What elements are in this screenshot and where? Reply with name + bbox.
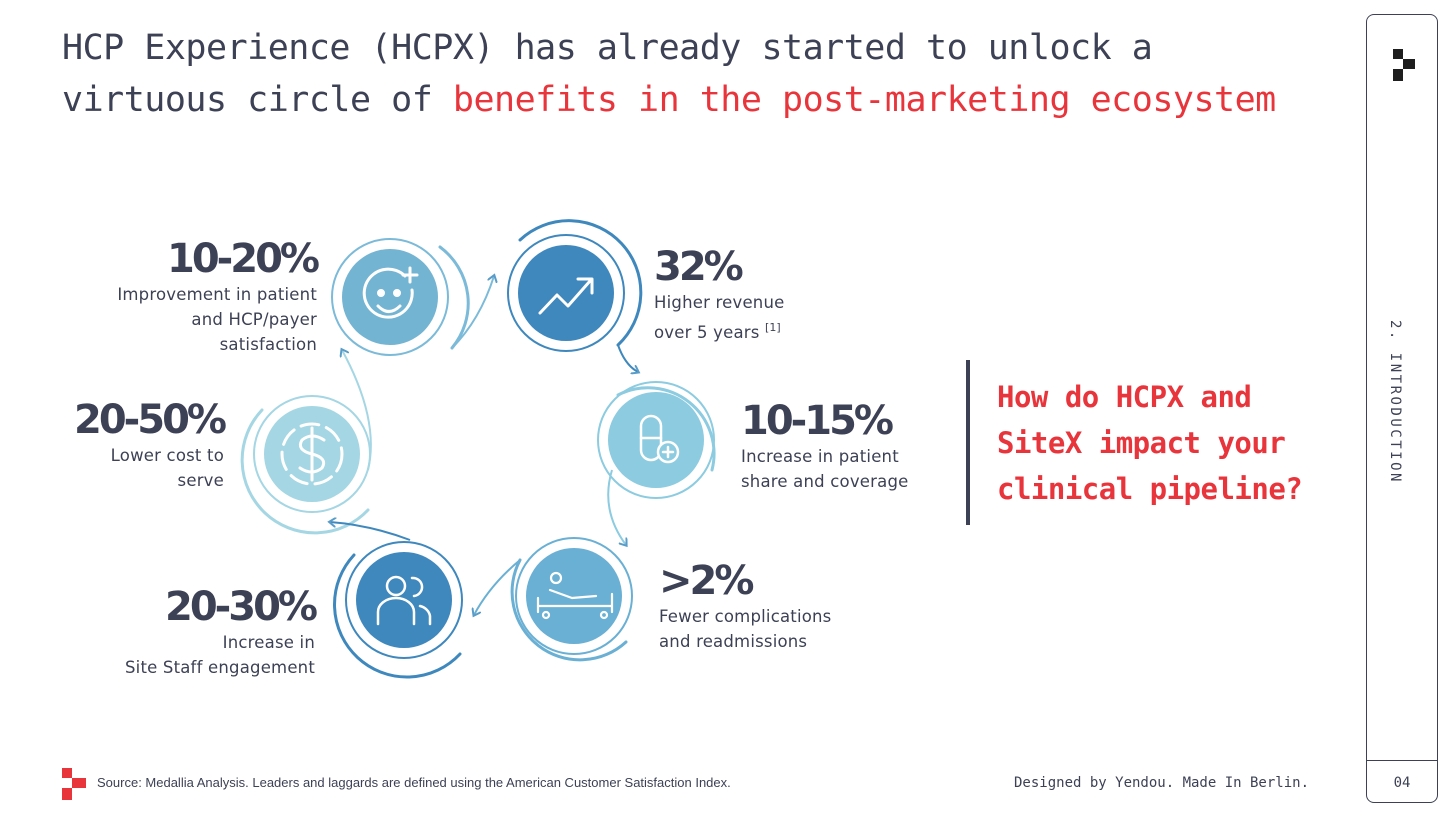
stat-description: Improvement in patient and HCP/payer sat…: [117, 285, 317, 354]
stat-description: Increase in patient share and coverage: [741, 447, 909, 491]
yendou-logo-icon: [1393, 49, 1415, 81]
node-complications: [510, 537, 633, 662]
key-question: How do HCPX and SiteX impact your clinic…: [997, 380, 1303, 506]
stat-value: 10-15%: [741, 398, 894, 444]
node-patient-share: [597, 381, 716, 499]
title-highlight: benefits in the post-marketing ecosystem: [452, 80, 1276, 120]
credit-line: Designed by Yendou. Made In Berlin.: [1014, 775, 1310, 791]
smiley-plus-icon: [362, 266, 419, 319]
stat-value: >2%: [659, 558, 754, 604]
stat-cost: 20-50% Lower cost to serve: [24, 397, 227, 493]
section-label: 2. INTRODUCTION: [1387, 320, 1403, 484]
stat-description: Fewer complications and readmissions: [659, 607, 832, 651]
source-note: Source: Medallia Analysis. Leaders and l…: [97, 775, 731, 790]
side-divider: [1367, 760, 1437, 761]
stat-patient-share: 10-15% Increase in patient share and cov…: [741, 398, 961, 494]
stat-value: 32%: [654, 244, 744, 290]
patient-bed-icon: [536, 571, 614, 620]
pill-plus-icon: [639, 414, 680, 464]
stat-satisfaction: 10-20% Improvement in patient and HCP/pa…: [57, 236, 320, 357]
dollar-coin-icon: [280, 422, 344, 486]
node-revenue: [507, 219, 643, 352]
page-number: 04: [1393, 775, 1411, 791]
title-text: HCP Experience (HCPX) has already starte…: [62, 28, 1153, 120]
footnote-ref: [1]: [765, 321, 781, 334]
question-divider: [966, 360, 970, 525]
stat-value: 20-50%: [73, 397, 227, 443]
node-cost: [240, 395, 371, 535]
stat-value: 20-30%: [164, 584, 318, 630]
stat-description: Increase in Site Staff engagement: [124, 633, 315, 677]
footer-logo-icon: [62, 768, 86, 800]
stat-revenue: 32% Higher revenue over 5 years [1]: [654, 244, 894, 345]
stat-value: 10-20%: [166, 236, 320, 282]
stat-description: Higher revenue over 5 years [1]: [654, 293, 785, 342]
people-icon: [376, 575, 432, 626]
node-staff-engagement: [332, 541, 463, 679]
side-panel: 2. INTRODUCTION 04: [1366, 14, 1438, 803]
stat-description: Lower cost to serve: [110, 446, 224, 490]
stat-staff-engagement: 20-30% Increase in Site Staff engagement: [55, 584, 318, 680]
page-title: HCP Experience (HCPX) has already starte…: [62, 22, 1332, 126]
stat-complications: >2% Fewer complications and readmissions: [659, 558, 899, 654]
trend-up-icon: [538, 277, 594, 315]
node-satisfaction: [331, 238, 470, 356]
